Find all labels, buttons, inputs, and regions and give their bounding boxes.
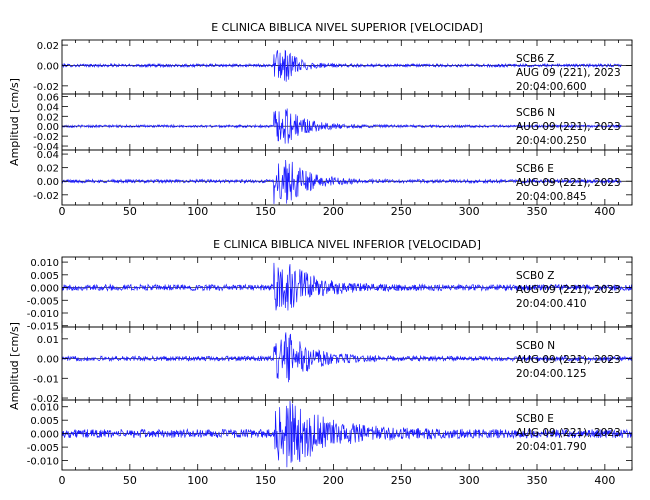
- x-tick-label: 0: [59, 474, 66, 487]
- y-tick-label: -0.02: [33, 82, 59, 93]
- y-tick-label: 0.00: [37, 122, 59, 133]
- station-label: SCB0 N: [516, 340, 555, 352]
- y-tick-label: 0.02: [37, 164, 59, 175]
- x-tick-label: 300: [459, 205, 480, 218]
- y-tick-label: 0.02: [37, 41, 59, 52]
- time-label: 20:04:00.845: [516, 191, 587, 203]
- x-tick-label: 350: [527, 205, 548, 218]
- y-tick-label: 0.005: [30, 271, 59, 282]
- y-tick-label: 0.000: [30, 284, 59, 295]
- date-label: AUG 09 (221), 2023: [516, 177, 621, 189]
- time-label: 20:04:00.125: [516, 368, 587, 380]
- x-tick-label: 150: [255, 205, 276, 218]
- date-label: AUG 09 (221), 2023: [516, 121, 621, 133]
- y-tick-label: 0.00: [37, 177, 59, 188]
- y-axis-label: Amplitud [cm/s]: [8, 322, 21, 410]
- y-tick-label: 0.04: [37, 102, 59, 113]
- y-tick-label: -0.005: [27, 443, 59, 454]
- y-tick-label: -0.010: [27, 309, 59, 320]
- time-label: 20:04:01.790: [516, 441, 587, 453]
- chart-title: E CLINICA BIBLICA NIVEL INFERIOR [VELOCI…: [213, 238, 481, 251]
- trace-line: [61, 49, 622, 82]
- trace-line: [61, 262, 633, 311]
- station-label: SCB6 N: [516, 107, 555, 119]
- y-tick-label: 0.06: [37, 92, 59, 103]
- y-tick-label: -0.01: [33, 374, 59, 385]
- y-tick-label: -0.015: [27, 322, 59, 333]
- x-tick-label: 350: [527, 474, 548, 487]
- y-tick-label: -0.02: [33, 394, 59, 405]
- station-label: SCB6 Z: [516, 53, 554, 65]
- x-tick-label: 50: [123, 205, 137, 218]
- date-label: AUG 09 (221), 2023: [516, 354, 621, 366]
- x-tick-label: 50: [123, 474, 137, 487]
- trace-line: [61, 332, 633, 383]
- time-label: 20:04:00.250: [516, 135, 587, 147]
- y-tick-label: -0.005: [27, 296, 59, 307]
- station-label: SCB6 E: [516, 163, 554, 175]
- x-tick-label: 250: [391, 205, 412, 218]
- time-label: 20:04:00.600: [516, 81, 587, 93]
- date-label: AUG 09 (221), 2023: [516, 67, 621, 79]
- y-tick-label: -0.04: [33, 142, 59, 153]
- x-tick-label: 200: [323, 474, 344, 487]
- x-tick-label: 100: [187, 474, 208, 487]
- x-tick-label: 400: [594, 205, 615, 218]
- trace-line: [61, 159, 622, 205]
- chart-title: E CLINICA BIBLICA NIVEL SUPERIOR [VELOCI…: [211, 21, 483, 34]
- y-tick-label: -0.02: [33, 132, 59, 143]
- x-tick-label: 400: [594, 474, 615, 487]
- date-label: AUG 09 (221), 2023: [516, 427, 621, 439]
- y-tick-label: 0.00: [37, 355, 59, 366]
- trace-line: [61, 108, 622, 144]
- time-label: 20:04:00.410: [516, 298, 587, 310]
- y-tick-label: -0.02: [33, 191, 59, 202]
- y-tick-label: 0.02: [37, 112, 59, 123]
- station-label: SCB0 Z: [516, 270, 554, 282]
- x-tick-label: 200: [323, 205, 344, 218]
- x-tick-label: 0: [59, 205, 66, 218]
- y-axis-label: Amplitud [cm/s]: [8, 78, 21, 166]
- x-tick-label: 100: [187, 205, 208, 218]
- y-tick-label: 0.04: [37, 150, 59, 161]
- trace-line: [61, 400, 633, 468]
- y-tick-label: 0.01: [37, 335, 59, 346]
- x-tick-label: 250: [391, 474, 412, 487]
- station-label: SCB0 E: [516, 413, 554, 425]
- x-tick-label: 300: [459, 474, 480, 487]
- y-tick-label: 0.005: [30, 416, 59, 427]
- y-tick-label: 0.000: [30, 430, 59, 441]
- y-tick-label: -0.010: [27, 457, 59, 468]
- date-label: AUG 09 (221), 2023: [516, 284, 621, 296]
- x-tick-label: 150: [255, 474, 276, 487]
- y-tick-label: 0.00: [37, 61, 59, 72]
- y-tick-label: 0.010: [30, 403, 59, 414]
- y-tick-label: 0.010: [30, 258, 59, 269]
